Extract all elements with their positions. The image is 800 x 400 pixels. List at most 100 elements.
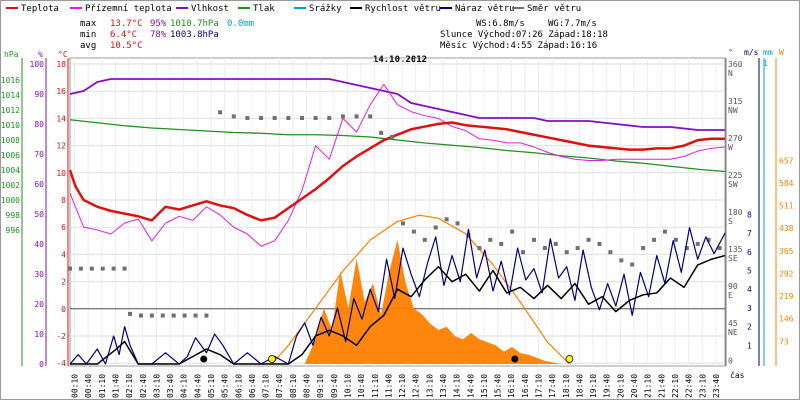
wind-direction-dot [586,237,591,242]
axis-degc-tick: -4 [56,359,66,368]
x-tick-label: 01:10 [98,374,107,398]
x-tick-label: 20:10 [616,374,625,398]
axis-hpa-tick: 1004 [1,166,20,175]
x-tick-label: 17:10 [535,374,544,398]
wind-direction-dot [340,114,345,119]
wind-direction-dot [368,114,373,119]
axis-w-tick: 438 [779,224,794,233]
sun-set-marker [565,355,574,363]
wind-direction-dot [122,266,127,271]
x-tick-label: 12:40 [412,374,421,398]
wind-direction-dot [499,241,504,246]
wind-direction-dot [542,246,547,251]
wind-direction-dot [272,116,277,121]
axis-hpa-tick: 996 [6,226,21,235]
legend-label-5: Rychlost větru [365,4,441,14]
x-tick-label: 02:10 [125,374,134,398]
wind-direction-dot [149,313,154,318]
x-tick-label: 18:40 [575,374,584,398]
axis-dir-tick-name: SE [728,254,738,263]
x-tick-label: 03:10 [152,374,161,398]
wind-direction-dot [218,110,223,115]
summary-max-press: 1010.7hPa [170,19,219,29]
axis-dir-tick-name: NW [728,106,738,115]
axis-w-tick: 292 [779,269,794,278]
axis-hpa-tick: 1016 [1,76,20,85]
summary-min-hum: 78% [150,30,167,40]
axis-w-tick: 365 [779,247,794,256]
x-tick-label: 16:40 [521,374,530,398]
x-tick-label: 11:40 [384,374,393,398]
axis-ms-tick: 1 [747,341,752,350]
summary-ws: WS:6.8m/s [476,19,525,29]
axis-w-title: W [779,48,784,57]
axis-ms-tick: 8 [747,210,752,219]
x-tick-label: 06:10 [234,374,243,398]
wind-direction-dot [111,266,116,271]
axis-w-tick: 219 [779,292,794,301]
wind-direction-dot [390,134,395,139]
wind-direction-dot [182,313,187,318]
series-wind-gust [69,226,726,365]
wind-direction-dot [100,266,105,271]
x-tick-label: 15:40 [494,374,503,398]
wind-direction-dot [695,241,700,246]
x-axis-label: čas [730,370,745,380]
wind-direction-dot [379,130,384,135]
wind-direction-dot [138,313,143,318]
axis-hpa-tick: 998 [6,211,21,220]
legend-label-1: Přízemní teplota [85,4,172,14]
legend-label-7: Směr větru [527,4,581,14]
wind-direction-dot [641,246,646,251]
wind-direction-dot [193,313,198,318]
series-theoretical-radiation [271,214,570,365]
summary-avg-label: avg [80,41,96,51]
wind-direction-dot [564,250,569,255]
summary-max-temp: 13.7°C [110,19,143,29]
chart-title: 14.10.2012 [373,55,427,65]
axis-dir-tick-name: E [728,291,733,300]
axis-dir-tick-name: NE [728,328,738,337]
axis-pct-tick: 60 [34,180,44,189]
x-tick-label: 13:10 [425,374,434,398]
wind-direction-dot [286,116,291,121]
wind-direction-dot [313,116,318,121]
legend-label-4: Srážky [309,4,342,14]
axis-dir-tick-name: S [728,217,733,226]
wind-direction-dot [231,114,236,119]
x-tick-label: 20:40 [630,374,639,398]
wind-direction-dot [455,221,460,226]
axis-dir-tick-name: SW [728,180,738,189]
wind-direction-dot [171,313,176,318]
axis-pct-tick: 10 [34,330,44,339]
summary-moon: Měsíc Východ:4:55 Západ:16:16 [440,41,597,51]
series-humidity [69,78,725,131]
summary-min-press: 1003.8hPa [170,30,219,40]
wind-direction-dot [354,114,359,119]
summary-avg-temp: 10.5°C [110,41,143,51]
axis-degc-tick: 10 [56,169,66,178]
moon-rise-marker [200,355,208,363]
axis-degc-tick: 6 [61,223,66,232]
x-tick-label: 07:10 [262,374,271,398]
axis-hpa-tick: 1000 [1,196,20,205]
x-tick-label: 12:10 [398,374,407,398]
x-tick-label: 13:40 [439,374,448,398]
axis-ms-tick: 3 [747,304,752,313]
x-tick-label: 00:40 [84,374,93,398]
axis-dir-tick-name: W [728,143,733,152]
axis-dir-tick: 180 [728,208,743,217]
axis-pct-tick: 30 [34,270,44,279]
axis-degc-tick: 12 [56,142,66,151]
wind-direction-dot [444,217,449,222]
x-tick-label: 22:10 [671,374,680,398]
series-ground-temp [69,83,726,247]
axis-mm-tick: 1 [763,59,768,68]
wind-direction-dot [433,225,438,230]
wind-direction-dot [717,246,722,251]
axis-hpa-tick: 1010 [1,121,20,130]
legend-label-0: Teplota [21,4,59,14]
axis-dir-tick: 135 [728,245,743,254]
axis-degc-tick: 16 [56,87,66,96]
x-tick-label: 19:40 [603,374,612,398]
